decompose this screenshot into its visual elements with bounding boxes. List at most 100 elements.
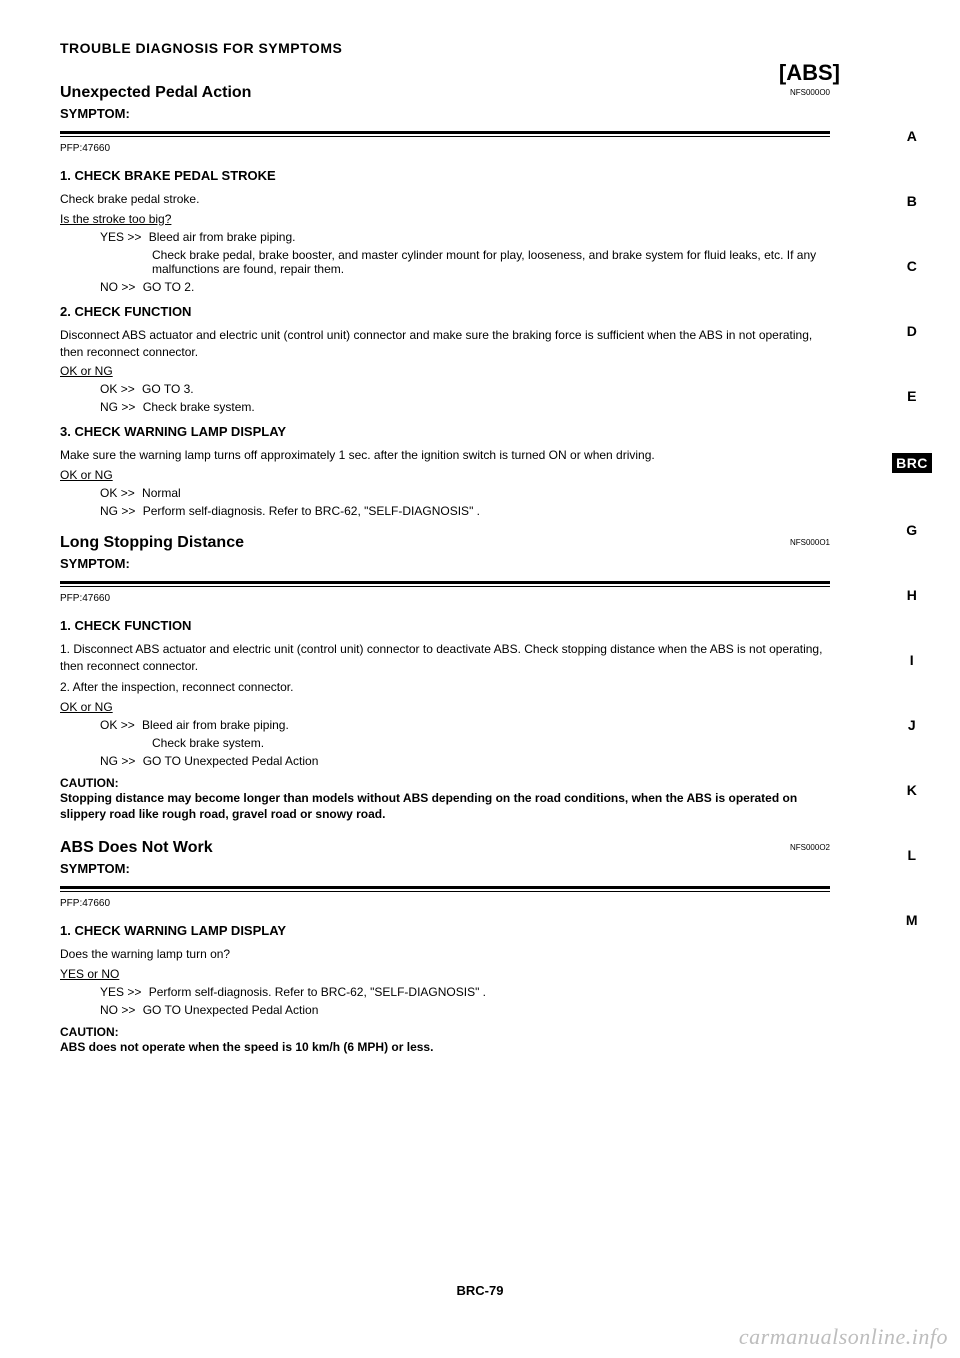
item-1-3-0: Make sure the warning lamp turns off app… (60, 447, 830, 464)
result-label: YES (100, 985, 124, 999)
header-title: TROUBLE DIAGNOSIS FOR SYMPTOMS (60, 40, 910, 56)
caution-text-2: Stopping distance may become longer than… (60, 790, 830, 824)
tab-g[interactable]: G (892, 522, 932, 538)
arrow-icon: >> (121, 280, 135, 294)
tab-i[interactable]: I (892, 652, 932, 668)
nfs-id-1: NFS000O0 (790, 88, 830, 97)
result-2-1-2: NG >> GO TO Unexpected Pedal Action (60, 754, 830, 768)
section-title-3: ABS Does Not Work (60, 839, 830, 857)
arrow-icon: >> (121, 486, 135, 500)
result-action: GO TO Unexpected Pedal Action (143, 1003, 319, 1017)
check-heading-3-1: 1. CHECK WARNING LAMP DISPLAY (60, 923, 830, 938)
question-3-1: YES or NO (60, 967, 830, 981)
tab-j[interactable]: J (892, 717, 932, 733)
tab-d[interactable]: D (892, 323, 932, 339)
caution-block-3: CAUTION: ABS does not operate when the s… (60, 1025, 830, 1056)
arrow-icon: >> (121, 504, 135, 518)
check-heading-2-1: 1. CHECK FUNCTION (60, 618, 830, 633)
watermark: carmanualsonline.info (739, 1324, 948, 1350)
item-1-2-0: Disconnect ABS actuator and electric uni… (60, 327, 830, 361)
result-3-1-0: YES >> Perform self-diagnosis. Refer to … (60, 985, 830, 999)
question-2-1: OK or NG (60, 700, 830, 714)
section-title-2: Long Stopping Distance (60, 534, 830, 552)
symptom-sub-1: SYMPTOM: (60, 106, 830, 121)
result-label: NG (100, 754, 118, 768)
result-action: GO TO Unexpected Pedal Action (143, 754, 319, 768)
caution-block-2: CAUTION: Stopping distance may become lo… (60, 776, 830, 824)
result-action: Check brake system. (143, 400, 255, 414)
caution-label-3: CAUTION: (60, 1025, 830, 1039)
tab-e[interactable]: E (892, 388, 932, 404)
question-1-2: OK or NG (60, 364, 830, 378)
tab-k[interactable]: K (892, 782, 932, 798)
item-1-1-0: Check brake pedal stroke. (60, 191, 830, 208)
check-heading-1-3: 3. CHECK WARNING LAMP DISPLAY (60, 424, 830, 439)
arrow-icon: >> (127, 230, 141, 244)
nfs-id-2: NFS000O1 (790, 538, 830, 547)
result-2-1-0: OK >> Bleed air from brake piping. (60, 718, 830, 732)
result-1-1-2: NO >> GO TO 2. (60, 280, 830, 294)
section-title-1: Unexpected Pedal Action (60, 84, 830, 102)
symptom-sub-2: SYMPTOM: (60, 556, 830, 571)
tab-l[interactable]: L (892, 847, 932, 863)
footer-page-number: BRC-79 (0, 1283, 960, 1298)
result-label: NG (100, 504, 118, 518)
tab-b[interactable]: B (892, 193, 932, 209)
result-1-1-0: YES >> Bleed air from brake piping. (60, 230, 830, 244)
result-1-2-0: OK >> GO TO 3. (60, 382, 830, 396)
result-label: OK (100, 486, 117, 500)
symptom-sub-3: SYMPTOM: (60, 861, 830, 876)
pfp-2: PFP:47660 (60, 593, 830, 604)
result-action: Check brake pedal, brake booster, and ma… (152, 248, 816, 276)
result-label: YES (100, 230, 124, 244)
arrow-icon: >> (121, 754, 135, 768)
caution-text-3: ABS does not operate when the speed is 1… (60, 1039, 830, 1056)
result-action: Normal (142, 486, 181, 500)
arrow-icon: >> (121, 1003, 135, 1017)
tab-m[interactable]: M (892, 912, 932, 928)
tab-h[interactable]: H (892, 587, 932, 603)
header-section: TROUBLE DIAGNOSIS FOR SYMPTOMS (60, 40, 910, 56)
nfs-id-3: NFS000O2 (790, 843, 830, 852)
item-3-1-0: Does the warning lamp turn on? (60, 946, 830, 963)
page-container: TROUBLE DIAGNOSIS FOR SYMPTOMS [ABS] A B… (0, 0, 960, 1358)
result-action: Perform self-diagnosis. Refer to BRC-62,… (149, 985, 486, 999)
double-rule-2 (60, 581, 830, 587)
arrow-icon: >> (121, 718, 135, 732)
result-label: NO (100, 280, 118, 294)
result-1-1-1: Check brake pedal, brake booster, and ma… (60, 248, 830, 276)
tab-brc[interactable]: BRC (892, 453, 932, 473)
result-action: Perform self-diagnosis. Refer to BRC-62,… (143, 504, 480, 518)
double-rule-1 (60, 131, 830, 137)
result-1-2-1: NG >> Check brake system. (60, 400, 830, 414)
caution-label-2: CAUTION: (60, 776, 830, 790)
question-1-1: Is the stroke too big? (60, 212, 830, 226)
result-2-1-1: Check brake system. (60, 736, 830, 750)
result-label: NG (100, 400, 118, 414)
arrow-icon: >> (127, 985, 141, 999)
arrow-icon: >> (121, 400, 135, 414)
arrow-icon: >> (121, 382, 135, 396)
result-action: GO TO 3. (142, 382, 194, 396)
question-1-3: OK or NG (60, 468, 830, 482)
tab-a[interactable]: A (892, 128, 932, 144)
result-action: Check brake system. (152, 736, 264, 750)
result-label: OK (100, 382, 117, 396)
result-action: Bleed air from brake piping. (142, 718, 289, 732)
tab-c[interactable]: C (892, 258, 932, 274)
result-action: GO TO 2. (143, 280, 195, 294)
item-2-1-1: 2. After the inspection, reconnect conne… (60, 679, 830, 696)
pfp-3: PFP:47660 (60, 898, 830, 909)
double-rule-3 (60, 886, 830, 892)
result-label: NO (100, 1003, 118, 1017)
result-3-1-1: NO >> GO TO Unexpected Pedal Action (60, 1003, 830, 1017)
result-1-3-0: OK >> Normal (60, 486, 830, 500)
check-heading-1-2: 2. CHECK FUNCTION (60, 304, 830, 319)
check-heading-1-1: 1. CHECK BRAKE PEDAL STROKE (60, 168, 830, 183)
pfp-1: PFP:47660 (60, 143, 830, 154)
page-label: [ABS] (779, 60, 840, 86)
item-2-1-0: 1. Disconnect ABS actuator and electric … (60, 641, 830, 675)
result-1-3-1: NG >> Perform self-diagnosis. Refer to B… (60, 504, 830, 518)
side-tabs: A B C D E BRC G H I J K L M (892, 128, 932, 977)
result-label: OK (100, 718, 117, 732)
